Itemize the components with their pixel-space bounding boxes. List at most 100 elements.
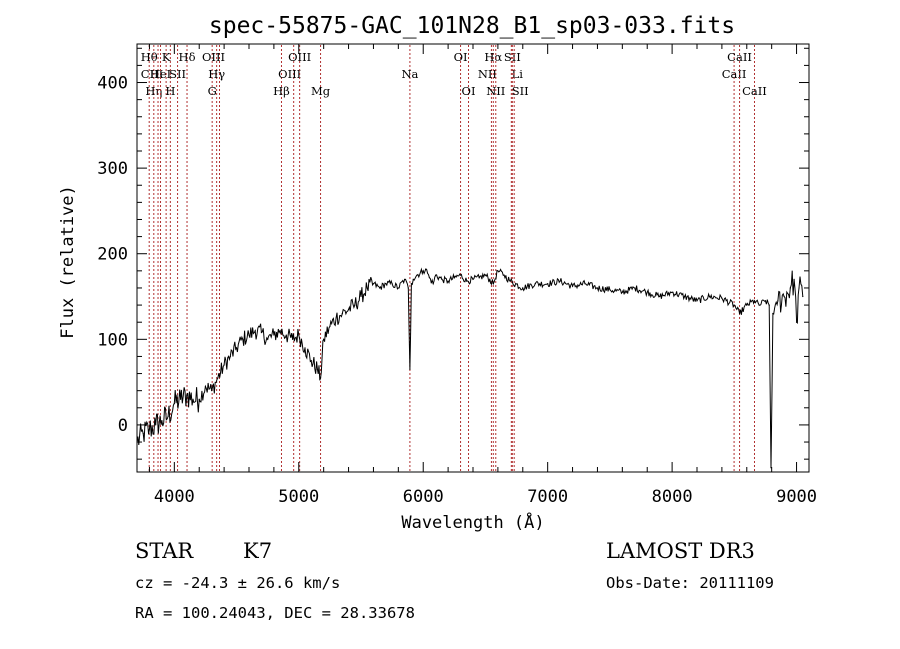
- line-marker-label-0: Hθ: [141, 50, 158, 64]
- line-marker-label-14: Mg: [311, 84, 331, 98]
- series-point-10: [198, 398, 200, 400]
- chart-title: spec-55875-GAC_101N28_B1_sp03-033.fits: [209, 13, 735, 39]
- series-point-63: [492, 283, 494, 285]
- series-point-20: [260, 331, 263, 334]
- series-point-85: [738, 313, 741, 315]
- series-point-40: [379, 287, 381, 289]
- x-tick-label-4: 8000: [652, 487, 693, 507]
- series-point-81: [696, 300, 698, 302]
- series-point-46: [409, 368, 411, 370]
- series-point-19: [254, 330, 256, 332]
- line-marker-label-24: CaII: [722, 67, 747, 81]
- series-point-47: [410, 283, 412, 285]
- x-tick-label-1: 5000: [278, 487, 319, 507]
- line-marker-label-15: Na: [401, 67, 418, 81]
- series-point-93: [777, 300, 779, 302]
- series-point-71: [571, 285, 574, 287]
- x-tick-label-0: 4000: [154, 487, 195, 507]
- object-class: STAR: [135, 539, 194, 563]
- series-point-43: [397, 287, 399, 289]
- x-axis-ticks: 4000 5000 6000 7000 8000 9000: [148, 44, 817, 507]
- series-point-18: [248, 334, 250, 336]
- series-point-4: [161, 420, 163, 422]
- series-point-67: [522, 287, 524, 289]
- line-marker-label-22: SII: [504, 50, 521, 64]
- series-point-82: [708, 295, 711, 298]
- series-point-80: [683, 295, 686, 298]
- series-point-49: [416, 274, 418, 276]
- series-point-90: [768, 304, 770, 306]
- series-point-69: [547, 283, 549, 285]
- y-axis-label: Flux (relative): [58, 185, 78, 339]
- series-point-48: [412, 278, 414, 280]
- series-point-59: [466, 280, 468, 282]
- line-marker-label-23: SII: [512, 84, 529, 98]
- series-point-37: [360, 295, 362, 298]
- y-axis-ticks: 0 100 200 300 400: [97, 47, 809, 460]
- y-tick-label-1: 100: [97, 330, 128, 350]
- series-point-99: [802, 295, 804, 298]
- object-subclass: K7: [243, 539, 273, 563]
- series-point-42: [391, 283, 393, 285]
- survey-label: LAMOST DR3: [606, 539, 755, 563]
- line-marker-label-17: OI: [462, 84, 476, 98]
- series-point-38: [366, 287, 368, 289]
- line-marker-label-10: OIII: [202, 50, 225, 64]
- series-point-95: [789, 287, 791, 289]
- line-marker-label-25: CaII: [727, 50, 752, 64]
- series-point-8: [186, 394, 188, 396]
- series-point-1: [142, 432, 144, 435]
- series-point-78: [659, 295, 661, 298]
- series-point-35: [347, 308, 350, 310]
- series-point-32: [329, 325, 331, 328]
- line-marker-label-6: SII: [169, 67, 186, 81]
- series-point-23: [279, 330, 281, 332]
- series-point-11: [204, 385, 207, 387]
- series-point-88: [758, 304, 760, 306]
- series-point-30: [319, 377, 322, 379]
- series-point-13: [217, 377, 219, 379]
- series-point-29: [316, 368, 319, 370]
- series-point-92: [772, 313, 774, 315]
- x-axis-label: Wavelength (Å): [401, 511, 544, 533]
- series-point-64: [497, 270, 499, 272]
- series-point-72: [584, 283, 586, 285]
- line-marker-label-2: CIII: [141, 67, 163, 81]
- series-point-50: [422, 270, 424, 272]
- series-point-44: [403, 278, 406, 280]
- x-tick-label-5: 9000: [776, 487, 817, 507]
- series-point-56: [447, 280, 449, 282]
- x-tick-label-3: 7000: [527, 487, 568, 507]
- series-point-87: [753, 300, 756, 302]
- line-marker-label-3: HeI: [150, 67, 171, 81]
- y-tick-label-0: 0: [118, 416, 128, 436]
- line-marker-label-26: CaII: [742, 84, 767, 98]
- series-point-15: [229, 355, 231, 358]
- series-point-77: [646, 291, 648, 293]
- line-marker-label-11: Hβ: [273, 84, 290, 98]
- series-point-73: [596, 287, 599, 289]
- series-point-79: [671, 291, 673, 293]
- series-point-94: [783, 295, 785, 298]
- series-point-62: [484, 274, 487, 276]
- series-point-9: [192, 398, 194, 400]
- line-marker-label-16: OI: [454, 50, 468, 64]
- series-point-70: [559, 280, 561, 282]
- series-point-58: [459, 274, 462, 276]
- series-point-34: [341, 313, 343, 315]
- y-tick-label-2: 200: [97, 245, 128, 265]
- series-point-51: [425, 268, 427, 270]
- redshift-readout: cz = -24.3 ± 26.6 km/s: [135, 574, 341, 592]
- series-point-53: [432, 283, 434, 285]
- line-marker-label-7: Hδ: [179, 50, 196, 64]
- series-point-22: [273, 334, 275, 336]
- x-tick-label-2: 6000: [403, 487, 444, 507]
- y-tick-label-3: 300: [97, 159, 128, 179]
- line-marker-label-21: Li: [512, 67, 524, 81]
- series-point-76: [634, 287, 636, 289]
- series-flux-line: [136, 267, 804, 468]
- series-point-39: [372, 283, 375, 285]
- series-point-17: [242, 338, 244, 340]
- series-point-96: [793, 278, 795, 280]
